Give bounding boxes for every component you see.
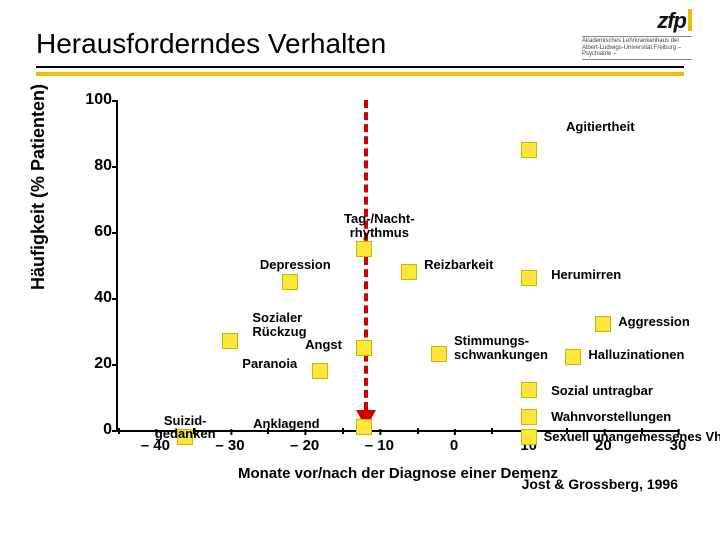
data-marker	[312, 363, 328, 379]
x-axis-label: Monate vor/nach der Diagnose einer Demen…	[238, 465, 558, 482]
page-title: Herausforderndes Verhalten	[36, 28, 386, 60]
x-tick: – 10	[365, 437, 394, 454]
data-marker	[521, 429, 537, 445]
y-tick: 40	[72, 289, 112, 307]
series-label: Angst	[305, 338, 342, 352]
plot-area: Monate vor/nach der Diagnose einer Demen…	[116, 100, 678, 432]
title-underline	[36, 66, 684, 68]
data-marker	[356, 241, 372, 257]
series-label: Depression	[260, 258, 331, 272]
y-tick: 100	[72, 91, 112, 109]
x-minor-tick	[417, 428, 419, 434]
data-marker	[521, 382, 537, 398]
x-minor-tick	[491, 428, 493, 434]
x-minor-tick	[118, 428, 120, 434]
data-marker	[521, 142, 537, 158]
series-label: SozialerRückzug	[252, 311, 306, 338]
series-label: Agitiertheit	[566, 120, 635, 134]
data-marker	[222, 333, 238, 349]
series-label: Sozial untragbar	[551, 384, 653, 398]
data-marker	[431, 346, 447, 362]
chart-area: Häufigkeit (% Patienten) Monate vor/nach…	[36, 90, 684, 490]
logo-main: zfp	[582, 8, 692, 34]
data-marker	[521, 270, 537, 286]
data-marker	[595, 316, 611, 332]
data-marker	[401, 264, 417, 280]
logo-subtitle: Akademisches Lehrkrankenhaus der Albert-…	[582, 36, 692, 60]
series-label: Aggression	[618, 315, 690, 329]
x-tick: – 20	[290, 437, 319, 454]
series-label: Reizbarkeit	[424, 258, 493, 272]
data-marker	[521, 409, 537, 425]
y-tick: 80	[72, 157, 112, 175]
citation: Jost & Grossberg, 1996	[522, 476, 678, 492]
data-marker	[565, 349, 581, 365]
y-axis-label: Häufigkeit (% Patienten)	[28, 84, 49, 290]
y-tick: 60	[72, 223, 112, 241]
slide: zfp Akademisches Lehrkrankenhaus der Alb…	[0, 0, 720, 540]
series-label: Wahnvorstellungen	[551, 410, 671, 424]
data-marker	[282, 274, 298, 290]
series-label: Anklagend	[253, 417, 319, 431]
series-label: Sexuell unangemessenes Vh.	[544, 430, 720, 444]
title-accent-bar	[36, 72, 684, 76]
x-minor-tick	[342, 428, 344, 434]
y-tick: 20	[72, 355, 112, 373]
logo: zfp Akademisches Lehrkrankenhaus der Alb…	[582, 8, 692, 60]
logo-text: zfp	[657, 8, 686, 33]
logo-bar-icon	[688, 9, 692, 31]
data-marker	[356, 419, 372, 435]
series-label: Herumirren	[551, 268, 621, 282]
y-tick: 0	[72, 421, 112, 439]
series-label: Paranoia	[242, 357, 297, 371]
series-label: Suizid-gedanken	[155, 414, 216, 441]
x-tick: 0	[450, 437, 458, 454]
data-marker	[356, 340, 372, 356]
series-label: Stimmungs-schwankungen	[454, 334, 548, 361]
series-label: Tag-/Nacht-rhythmus	[344, 212, 415, 239]
x-tick: – 30	[215, 437, 244, 454]
series-label: Halluzinationen	[588, 348, 684, 362]
